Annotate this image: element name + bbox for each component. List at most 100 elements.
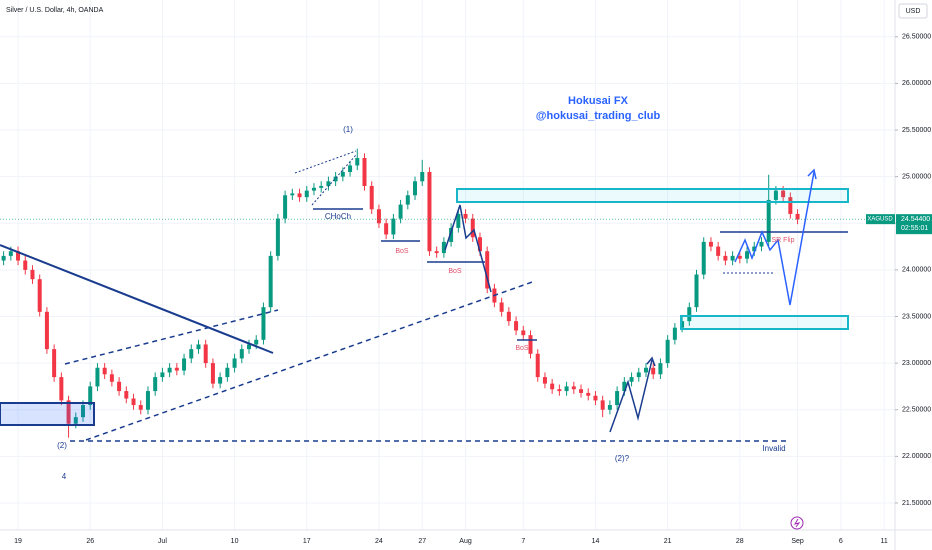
choch-label: CHoCh — [325, 212, 351, 221]
candle-body — [355, 157, 360, 166]
candle-body — [759, 241, 764, 247]
candle-body — [37, 279, 42, 312]
candle-body — [622, 381, 627, 392]
y-tick-label: 22.00000 — [902, 453, 931, 460]
candle-body — [117, 381, 122, 392]
candle-body — [319, 185, 324, 188]
candle-body — [694, 274, 699, 308]
bos-label: BoS — [395, 248, 409, 255]
wedge-line — [311, 154, 357, 206]
candle-body — [463, 213, 468, 219]
x-tick-label: 28 — [736, 538, 744, 545]
candle-body — [391, 218, 396, 235]
candle-body — [643, 367, 648, 373]
x-tick-label: 17 — [303, 538, 311, 545]
candle-body — [521, 330, 526, 336]
candle-body — [701, 241, 706, 275]
candle-body — [254, 339, 259, 345]
x-tick-label: Jul — [158, 538, 167, 545]
candle-body — [232, 358, 237, 368]
candle-body — [680, 321, 685, 328]
candle-body — [781, 190, 786, 198]
candle-body — [138, 405, 143, 410]
support-zone — [680, 315, 849, 330]
candle-body — [665, 339, 670, 364]
x-tick-label: Sep — [791, 538, 804, 545]
candle-body — [586, 392, 591, 396]
invalid-label: Invalid — [762, 444, 785, 453]
candle-body — [225, 367, 230, 378]
candle-body — [607, 405, 612, 410]
candle-body — [73, 417, 78, 424]
candle-body — [636, 372, 641, 378]
candle-body — [716, 246, 721, 256]
wave-label: (1) — [343, 125, 353, 134]
x-tick-label: 26 — [86, 538, 94, 545]
x-tick-label: 10 — [231, 538, 239, 545]
wave-path — [609, 359, 653, 433]
x-tick-label: 24 — [375, 538, 383, 545]
wave-label: 4 — [62, 472, 67, 481]
candle-body — [745, 251, 750, 259]
candle-body — [600, 400, 605, 410]
currency-box — [898, 3, 928, 19]
candle-body — [542, 377, 547, 384]
trend-line — [0, 244, 274, 354]
x-tick-label: 19 — [14, 538, 22, 545]
y-tick-label: 23.50000 — [902, 313, 931, 320]
candle-body — [189, 349, 194, 359]
arrow-head — [646, 356, 656, 367]
supply-zone — [456, 188, 849, 203]
candles — [1, 148, 800, 438]
candle-body — [672, 327, 677, 340]
candle-body — [376, 209, 381, 224]
candle-body — [427, 171, 432, 252]
candle-body — [362, 157, 367, 186]
wedge-line — [294, 150, 357, 174]
channel-line — [85, 280, 536, 441]
candle-body — [405, 195, 410, 205]
candle-body — [449, 227, 454, 242]
candle-body — [550, 383, 555, 390]
y-tick-label: 23.00000 — [902, 360, 931, 367]
symbol-tag — [866, 214, 895, 225]
arrow-head — [807, 168, 817, 180]
candle-body — [196, 344, 201, 350]
y-tick-label: 25.00000 — [902, 173, 931, 180]
candle-body — [95, 367, 100, 387]
candle-body — [456, 213, 461, 228]
candle-body — [297, 193, 302, 198]
y-tick-label: 26.50000 — [902, 34, 931, 41]
channel-line — [64, 309, 279, 365]
candle-body — [44, 311, 49, 350]
drawings — [0, 150, 849, 442]
candle-body — [629, 377, 634, 382]
candle-body — [8, 251, 13, 256]
countdown-label: 02:55:01 — [901, 225, 928, 232]
candle-body — [485, 251, 490, 289]
candle-body — [593, 395, 598, 401]
candle-body — [420, 171, 425, 182]
candle-body — [773, 190, 778, 200]
x-tick-label: 21 — [664, 538, 672, 545]
candle-body — [210, 363, 215, 384]
candle-body — [124, 391, 129, 399]
candle-body — [167, 367, 172, 373]
symbol-label: XAGUSD — [867, 217, 893, 223]
candle-body — [174, 367, 179, 371]
candle-body — [304, 190, 309, 198]
candle-body — [283, 195, 288, 219]
candle-body — [326, 181, 331, 186]
candle-body — [737, 255, 742, 259]
candle-body — [369, 185, 374, 210]
candle-body — [203, 344, 208, 364]
candle-body — [275, 218, 280, 256]
axes: 21.50000 22.00000 22.50000 23.00000 23.50000… — [0, 34, 932, 545]
candle-body — [499, 302, 504, 312]
candle-body — [384, 223, 389, 235]
candle-body — [160, 372, 165, 378]
price-tag — [896, 214, 932, 235]
candle-body — [153, 377, 158, 392]
demand-zone — [0, 402, 95, 426]
